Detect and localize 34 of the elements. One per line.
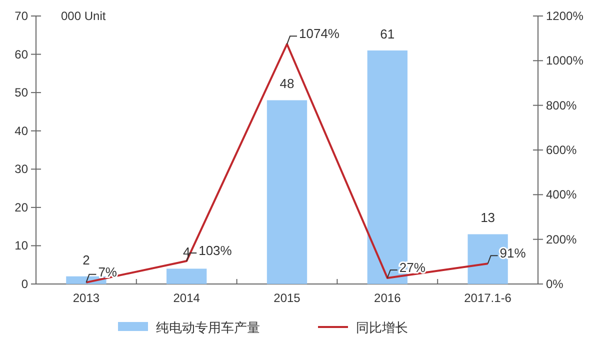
y2-tick-label: 0% [546, 277, 564, 291]
y-tick-label: 60 [14, 47, 28, 62]
y-tick-label: 0 [21, 277, 28, 291]
y-tick-label: 40 [14, 124, 28, 138]
y2-tick-label: 800% [546, 98, 578, 112]
data-label: 1074% [299, 26, 340, 42]
data-label: 27% [399, 260, 426, 275]
data-label: 2 [82, 252, 90, 268]
y2-tick-label: 200% [546, 232, 578, 246]
y-axis-title: 000 Unit [61, 9, 106, 23]
x-tick-label: 2014 [173, 291, 200, 305]
data-label: 7% [98, 264, 118, 280]
legend-label: 同比增长 [356, 320, 408, 335]
legend-label: 纯电动专用车产量 [156, 320, 260, 335]
y-tick-label: 70 [14, 9, 28, 23]
y-tick-label: 50 [14, 86, 28, 100]
y2-tick-label: 1000% [546, 54, 584, 68]
data-label: 103% [198, 242, 232, 258]
x-tick-label: 2015 [274, 291, 301, 305]
bar [166, 268, 207, 284]
y2-tick-label: 600% [546, 143, 578, 157]
y2-tick-label: 1200% [546, 9, 584, 23]
y-tick-label: 20 [14, 200, 28, 214]
x-tick-label: 2017.1-6 [464, 291, 512, 305]
data-label: 13 [480, 210, 496, 226]
x-tick-label: 2013 [72, 291, 100, 305]
data-label: 91% [500, 246, 526, 261]
bar [266, 100, 308, 284]
data-label: 61 [380, 26, 395, 42]
y-tick-label: 10 [14, 238, 28, 253]
data-label: 48 [280, 76, 294, 92]
x-tick-label: 2016 [374, 291, 402, 305]
y2-tick-label: 400% [546, 188, 578, 202]
y-tick-label: 30 [14, 162, 28, 176]
